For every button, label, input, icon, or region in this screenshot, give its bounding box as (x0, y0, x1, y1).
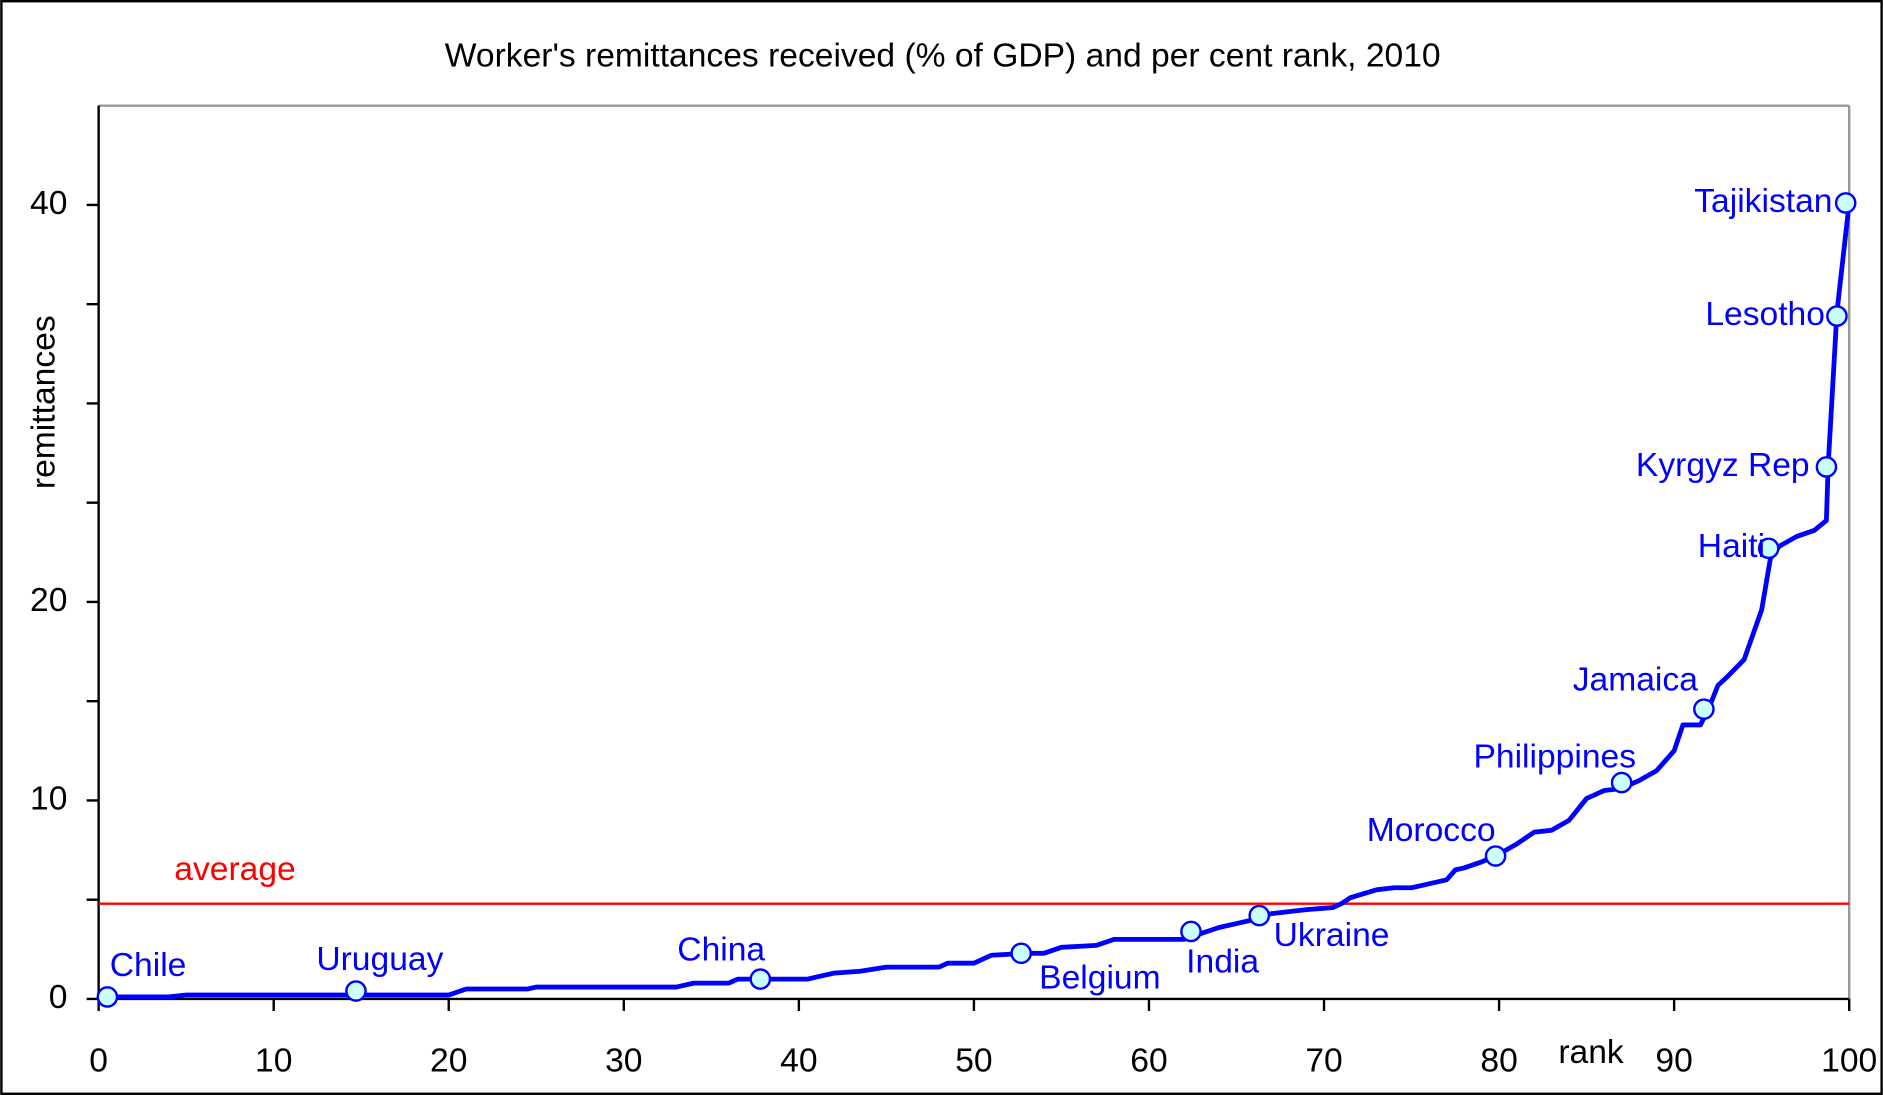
x-tick-label: 20 (430, 1042, 467, 1079)
y-tick-label: 20 (30, 582, 67, 619)
x-tick-label: 50 (955, 1042, 992, 1079)
point-marker (749, 968, 772, 990)
point-label: Morocco (1367, 812, 1496, 849)
y-axis-label: remittances (26, 315, 63, 489)
chart-title: Worker's remittances received (% of GDP)… (445, 38, 1441, 75)
point-label: Belgium (1039, 960, 1160, 997)
point-label: Philippines (1473, 738, 1636, 775)
point-marker (96, 986, 119, 1008)
point-marker (1826, 305, 1848, 327)
x-tick-label: 40 (780, 1042, 817, 1079)
point-marker (1757, 537, 1780, 560)
x-tick-label: 90 (1655, 1042, 1692, 1079)
x-tick-label: 30 (605, 1042, 642, 1079)
x-tick-label: 80 (1480, 1042, 1517, 1079)
y-tick-label: 40 (30, 185, 67, 222)
data-line (107, 202, 1852, 1000)
point-label: Tajikistan (1694, 183, 1832, 220)
point-label: Haiti (1698, 528, 1765, 565)
point-label: Lesotho (1705, 296, 1825, 333)
y-tick-label: 10 (30, 780, 67, 817)
x-axis-label: rank (1558, 1034, 1624, 1071)
point-marker (1484, 845, 1507, 867)
y-tick-label: 0 (49, 979, 68, 1016)
x-tick-label: 10 (255, 1042, 292, 1079)
point-marker (345, 980, 367, 1002)
point-marker (1815, 456, 1838, 478)
point-label: Kyrgyz Rep (1636, 447, 1810, 484)
point-label: Ukraine (1274, 917, 1390, 954)
x-tick-label: 100 (1821, 1042, 1877, 1079)
point-label: Uruguay (316, 941, 443, 978)
point-label: Jamaica (1573, 661, 1698, 698)
point-marker (1248, 904, 1271, 927)
point-marker (1610, 771, 1633, 794)
point-marker (1834, 192, 1857, 214)
point-label: India (1186, 944, 1259, 981)
point-label: China (677, 931, 765, 968)
point-marker (1180, 920, 1202, 943)
point-marker (1010, 942, 1032, 965)
x-tick-label: 0 (89, 1042, 108, 1079)
x-tick-label: 70 (1305, 1042, 1342, 1079)
point-label: Chile (110, 947, 187, 984)
point-marker (1693, 698, 1715, 720)
x-tick-label: 60 (1130, 1042, 1167, 1079)
average-label: average (174, 851, 295, 888)
